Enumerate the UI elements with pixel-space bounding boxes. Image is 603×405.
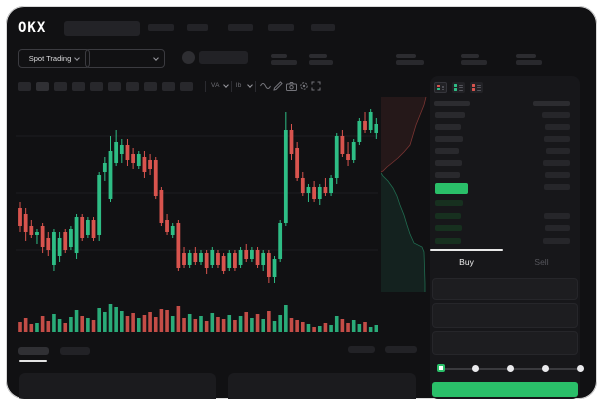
- chevron-down-icon: [247, 82, 253, 88]
- bid-row-amount[interactable]: [543, 238, 570, 245]
- app-window: OKX Spot Trading VA lb: [6, 6, 597, 399]
- orders-panel-placeholder: [228, 373, 416, 399]
- book-both-icon[interactable]: [434, 82, 447, 93]
- bottom-tab-active[interactable]: [18, 347, 49, 355]
- interval-button-placeholder[interactable]: [126, 82, 139, 91]
- last-price-highlight[interactable]: [435, 183, 468, 194]
- ask-row-amount[interactable]: [545, 124, 570, 130]
- candlestick-chart[interactable]: [16, 96, 378, 292]
- ob-header-price-placeholder: [434, 101, 470, 106]
- slider-handle[interactable]: [437, 364, 445, 372]
- ask-row-amount[interactable]: [546, 148, 570, 154]
- volume-pane: [16, 296, 378, 332]
- nav-item-placeholder[interactable]: [187, 24, 208, 31]
- ask-row-amount[interactable]: [545, 172, 570, 178]
- interval-button-placeholder[interactable]: [36, 82, 49, 91]
- market-type-selector[interactable]: Spot Trading: [18, 49, 90, 68]
- tab-sell[interactable]: Sell: [534, 257, 549, 267]
- orders-panel-placeholder: [19, 373, 216, 399]
- ask-row-amount[interactable]: [544, 136, 570, 142]
- slider-stop[interactable]: [542, 365, 549, 372]
- chevron-down-icon: [74, 54, 81, 61]
- bid-row-amount[interactable]: [544, 212, 570, 219]
- price-field[interactable]: [432, 278, 578, 300]
- ask-row-price[interactable]: [435, 124, 461, 130]
- total-field[interactable]: [432, 331, 578, 355]
- pencil-icon[interactable]: [272, 80, 284, 92]
- stat-label-placeholder: [516, 54, 536, 58]
- stat-label-placeholder: [396, 54, 416, 58]
- depth-overlay: [381, 96, 428, 292]
- active-tab-underline: [19, 360, 47, 362]
- ask-row-price[interactable]: [435, 160, 462, 166]
- expand-icon[interactable]: [310, 80, 322, 92]
- stat-value-placeholder: [271, 60, 297, 65]
- stat-value-placeholder: [461, 60, 487, 65]
- interval-button-placeholder[interactable]: [54, 82, 67, 91]
- bottom-action-placeholder[interactable]: [385, 346, 417, 353]
- gear-icon[interactable]: [298, 80, 310, 92]
- interval-button-placeholder[interactable]: [180, 82, 193, 91]
- indicator-dropdown-1[interactable]: VA: [211, 82, 220, 89]
- bottom-tab[interactable]: [60, 347, 90, 355]
- search-input[interactable]: [64, 21, 140, 36]
- nav-item-placeholder[interactable]: [148, 24, 174, 31]
- camera-icon[interactable]: [285, 80, 297, 92]
- slider-stop[interactable]: [472, 365, 479, 372]
- buy-tab-indicator: [430, 249, 503, 251]
- book-asks-icon[interactable]: [470, 82, 483, 93]
- interval-button-placeholder[interactable]: [108, 82, 121, 91]
- bid-row-price[interactable]: [435, 225, 462, 232]
- stat-value-placeholder: [396, 60, 424, 65]
- stat-label-placeholder: [271, 54, 287, 58]
- ask-row-price[interactable]: [435, 172, 460, 178]
- indicator-dropdown-2[interactable]: lb: [236, 82, 242, 89]
- nav-item-placeholder[interactable]: [228, 24, 253, 31]
- chevron-down-icon: [153, 54, 159, 61]
- interval-button-placeholder[interactable]: [72, 82, 85, 91]
- book-bids-icon[interactable]: [452, 82, 465, 93]
- bid-row-amount[interactable]: [545, 225, 570, 232]
- interval-button-placeholder[interactable]: [144, 82, 157, 91]
- nav-item-placeholder[interactable]: [268, 24, 294, 31]
- ask-row-amount[interactable]: [544, 184, 570, 190]
- stat-label-placeholder: [461, 54, 479, 58]
- bid-row-price[interactable]: [435, 200, 463, 206]
- interval-button-placeholder[interactable]: [90, 82, 103, 91]
- interval-button-placeholder[interactable]: [162, 82, 175, 91]
- stat-value-placeholder: [309, 60, 333, 65]
- pair-dropdown[interactable]: [85, 49, 165, 68]
- stat-value-placeholder: [516, 60, 542, 65]
- bid-row-price[interactable]: [435, 212, 461, 219]
- slider-stop[interactable]: [507, 365, 514, 372]
- ask-row-price[interactable]: [435, 136, 463, 142]
- chevron-down-icon: [223, 82, 229, 88]
- ask-row-amount[interactable]: [542, 112, 570, 118]
- divider: [231, 81, 232, 92]
- stat-label-placeholder: [309, 54, 327, 58]
- coin-icon: [182, 51, 195, 64]
- ask-row-price[interactable]: [435, 148, 459, 154]
- interval-button-placeholder[interactable]: [18, 82, 31, 91]
- bottom-action-placeholder[interactable]: [348, 346, 375, 353]
- ob-header-amount-placeholder: [533, 101, 570, 106]
- amount-field[interactable]: [432, 303, 578, 328]
- ask-row-amount[interactable]: [543, 160, 570, 166]
- market-type-label: Spot Trading: [28, 54, 72, 63]
- ask-row-price[interactable]: [435, 112, 465, 118]
- slider-stop[interactable]: [577, 365, 584, 372]
- wave-icon[interactable]: [259, 80, 271, 92]
- buy-submit-button[interactable]: [432, 382, 578, 397]
- nav-item-placeholder[interactable]: [311, 24, 335, 31]
- divider: [205, 81, 206, 92]
- pair-name-placeholder: [199, 51, 248, 64]
- bid-row-price[interactable]: [435, 238, 461, 245]
- okx-logo: OKX: [18, 20, 47, 36]
- divider: [255, 81, 256, 92]
- tab-buy[interactable]: Buy: [459, 257, 474, 267]
